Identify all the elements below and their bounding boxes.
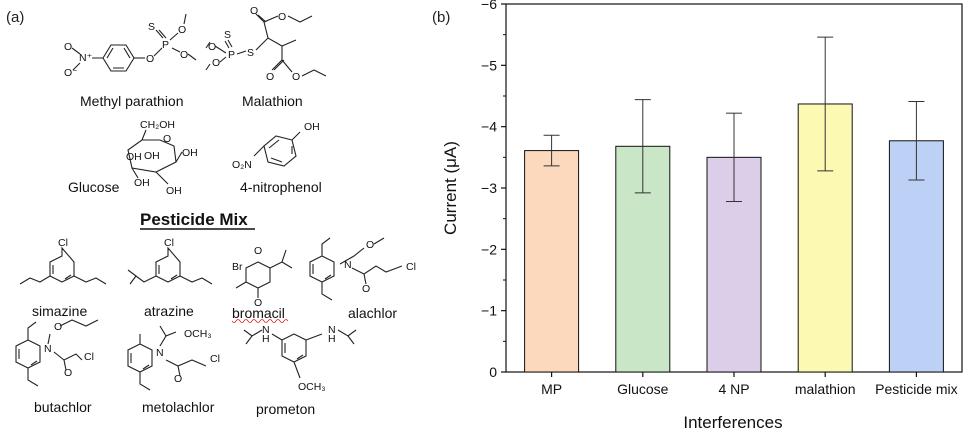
prometon-n-1: N xyxy=(262,324,270,336)
glucose-oh-5: OH xyxy=(166,185,182,197)
metolachlor-n: N xyxy=(156,347,164,359)
prometon-h-2: H xyxy=(328,333,336,345)
nitrophenol-o2n: O₂N xyxy=(232,159,252,171)
butachlor-o: O xyxy=(54,321,62,333)
panel-a-structures: (a) O N⁺ O⁻ O P S O O Methyl parathion S… xyxy=(6,5,416,417)
metolachlor-cl: Cl xyxy=(210,353,220,365)
atrazine-cl: Cl xyxy=(164,237,174,249)
malathion-name: Malathion xyxy=(242,93,303,109)
thio-sulfur: S xyxy=(148,21,155,33)
nitrophenol-structure: OH O₂N xyxy=(232,121,320,171)
malathion-sulfur: S xyxy=(247,47,254,59)
glucose-oh-1: OH xyxy=(126,151,142,163)
nitro-oxygen-minus: O⁻ xyxy=(64,67,78,79)
malathion-oxygen-2: O xyxy=(212,57,220,69)
methoxy-oxygen-2: O xyxy=(180,49,188,61)
bromacil-carbonyl-o: O xyxy=(254,245,262,257)
malathion-carbonyl-o-1: O xyxy=(250,5,258,17)
metolachlor-structure: OCH₃ N Cl O xyxy=(127,325,220,391)
methyl-parathion-name: Methyl parathion xyxy=(80,93,184,109)
atrazine-structure: Cl xyxy=(127,237,213,285)
glucose-ch2oh: CH₂OH xyxy=(140,119,175,131)
spellcheck-underline xyxy=(231,319,289,323)
alachlor-cl: Cl xyxy=(406,261,416,273)
malathion-structure: S P O O S O O O O xyxy=(205,5,327,83)
x-tick-label: Pesticide mix xyxy=(875,381,957,397)
glucose-structure: CH₂OH O OH OH OH OH OH xyxy=(126,119,198,197)
atrazine-name: atrazine xyxy=(144,303,194,319)
y-tick-label: −6 xyxy=(481,0,497,12)
butachlor-carbonyl-o: O xyxy=(64,367,72,379)
nitro-nitrogen: N⁺ xyxy=(79,52,93,64)
glucose-oh-2: OH xyxy=(144,150,160,162)
nitrophenol-oh: OH xyxy=(304,121,320,133)
panel-b-chart: (b) 0 −1 −2 −3 −4 −5 −6 MP Glucose 4 NP malathion… xyxy=(432,0,963,432)
y-tick-label: −2 xyxy=(481,241,497,257)
glucose-name: Glucose xyxy=(68,179,120,195)
nitro-oxygen: O xyxy=(64,41,72,53)
alachlor-methoxy-o: O xyxy=(366,239,374,251)
butachlor-cl: Cl xyxy=(84,351,94,363)
malathion-oxygen-1: O xyxy=(208,41,216,53)
y-axis-title: Current (μA) xyxy=(441,141,460,235)
x-tick-label: Glucose xyxy=(617,381,669,397)
malathion-carbonyl-o-2: O xyxy=(266,71,274,83)
alachlor-n: N xyxy=(344,259,352,271)
x-tick-label: malathion xyxy=(795,381,856,397)
bromacil-o-bottom: O xyxy=(254,297,262,309)
panel-a-label: (a) xyxy=(6,9,24,26)
malathion-phosphorus: P xyxy=(228,49,235,61)
simazine-name: simazine xyxy=(32,303,87,319)
y-tick-label: −4 xyxy=(481,119,497,135)
butachlor-name: butachlor xyxy=(34,399,92,415)
y-tick-label: −1 xyxy=(481,303,497,319)
error-bars xyxy=(543,36,925,202)
bromacil-structure: O Br O xyxy=(232,245,293,309)
y-tick-label: −3 xyxy=(481,180,497,196)
glucose-oh-3: OH xyxy=(182,147,198,159)
pesticide-mix-title: Pesticide Mix xyxy=(140,210,248,229)
prometon-structure: H N N H OCH₃ xyxy=(243,324,357,393)
alachlor-carbonyl-o: O xyxy=(362,283,370,295)
methoxy-oxygen-1: O xyxy=(178,24,186,36)
prometon-h-1: H xyxy=(262,333,270,345)
bromacil-br: Br xyxy=(232,261,243,273)
malathion-ester-o-2: O xyxy=(292,71,300,83)
x-axis-title: Interferences xyxy=(683,413,782,432)
metolachlor-carbonyl-o: O xyxy=(174,373,182,385)
alachlor-name: alachlor xyxy=(348,305,397,321)
phosphorus: P xyxy=(162,39,169,51)
simazine-structure: Cl xyxy=(19,237,107,285)
y-axis: 0 −1 −2 −3 −4 −5 −6 xyxy=(481,0,506,380)
metolachlor-name: metolachlor xyxy=(142,399,215,415)
malathion-ester-o-1: O xyxy=(278,11,286,23)
prometon-och3: OCH₃ xyxy=(298,381,326,393)
x-tick-label: 4 NP xyxy=(718,381,749,397)
butachlor-n: N xyxy=(44,343,52,355)
x-tick-label: MP xyxy=(541,381,562,397)
panel-b-label: (b) xyxy=(432,9,450,26)
y-tick-label: −5 xyxy=(481,57,497,73)
butachlor-structure: O N Cl O xyxy=(15,319,99,387)
prometon-name: prometon xyxy=(256,401,315,417)
y-tick-label: 0 xyxy=(489,364,497,380)
nitrophenol-name: 4-nitrophenol xyxy=(240,179,322,195)
alachlor-structure: O N Cl O xyxy=(309,237,416,301)
bromacil-name: bromacil xyxy=(232,305,285,321)
simazine-cl: Cl xyxy=(58,237,68,249)
glucose-ring-oxygen: O xyxy=(163,133,171,145)
malathion-sulfur-top: S xyxy=(224,29,231,41)
x-axis: MP Glucose 4 NP malathion Pesticide mix xyxy=(541,372,958,397)
glucose-oh-4: OH xyxy=(134,177,150,189)
metolachlor-och3: OCH₃ xyxy=(184,328,212,340)
prometon-n-2: N xyxy=(328,324,336,336)
methyl-parathion-structure: O N⁺ O⁻ O P S O O xyxy=(64,13,197,79)
bar-mp xyxy=(524,150,580,373)
ester-oxygen: O xyxy=(146,53,154,65)
